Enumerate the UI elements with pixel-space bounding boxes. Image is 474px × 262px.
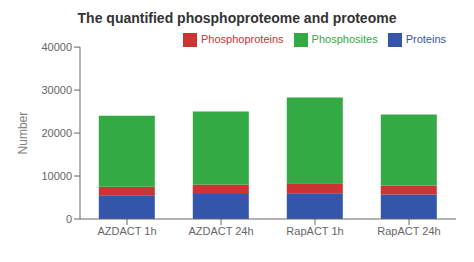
svg-text:30000: 30000 (41, 84, 72, 96)
svg-text:20000: 20000 (41, 127, 72, 139)
svg-text:Number: Number (16, 112, 30, 155)
svg-text:AZDACT 24h: AZDACT 24h (188, 225, 253, 237)
svg-text:AZDACT 1h: AZDACT 1h (97, 225, 156, 237)
svg-text:0: 0 (66, 213, 72, 225)
html-text:Phosphosites: Phosphosites (311, 33, 378, 45)
html-text:Phosphoproteins: Phosphoproteins (201, 33, 284, 45)
html-text:The quantified phosphoproteome: The quantified phosphoproteome and prote… (77, 10, 397, 26)
svg-text:40000: 40000 (41, 41, 72, 53)
svg-text:RapACT 1h: RapACT 1h (286, 225, 343, 237)
svg-text:RapACT 24h: RapACT 24h (377, 225, 440, 237)
html-text:Proteins: Proteins (405, 33, 446, 45)
svg-text:10000: 10000 (41, 170, 72, 182)
